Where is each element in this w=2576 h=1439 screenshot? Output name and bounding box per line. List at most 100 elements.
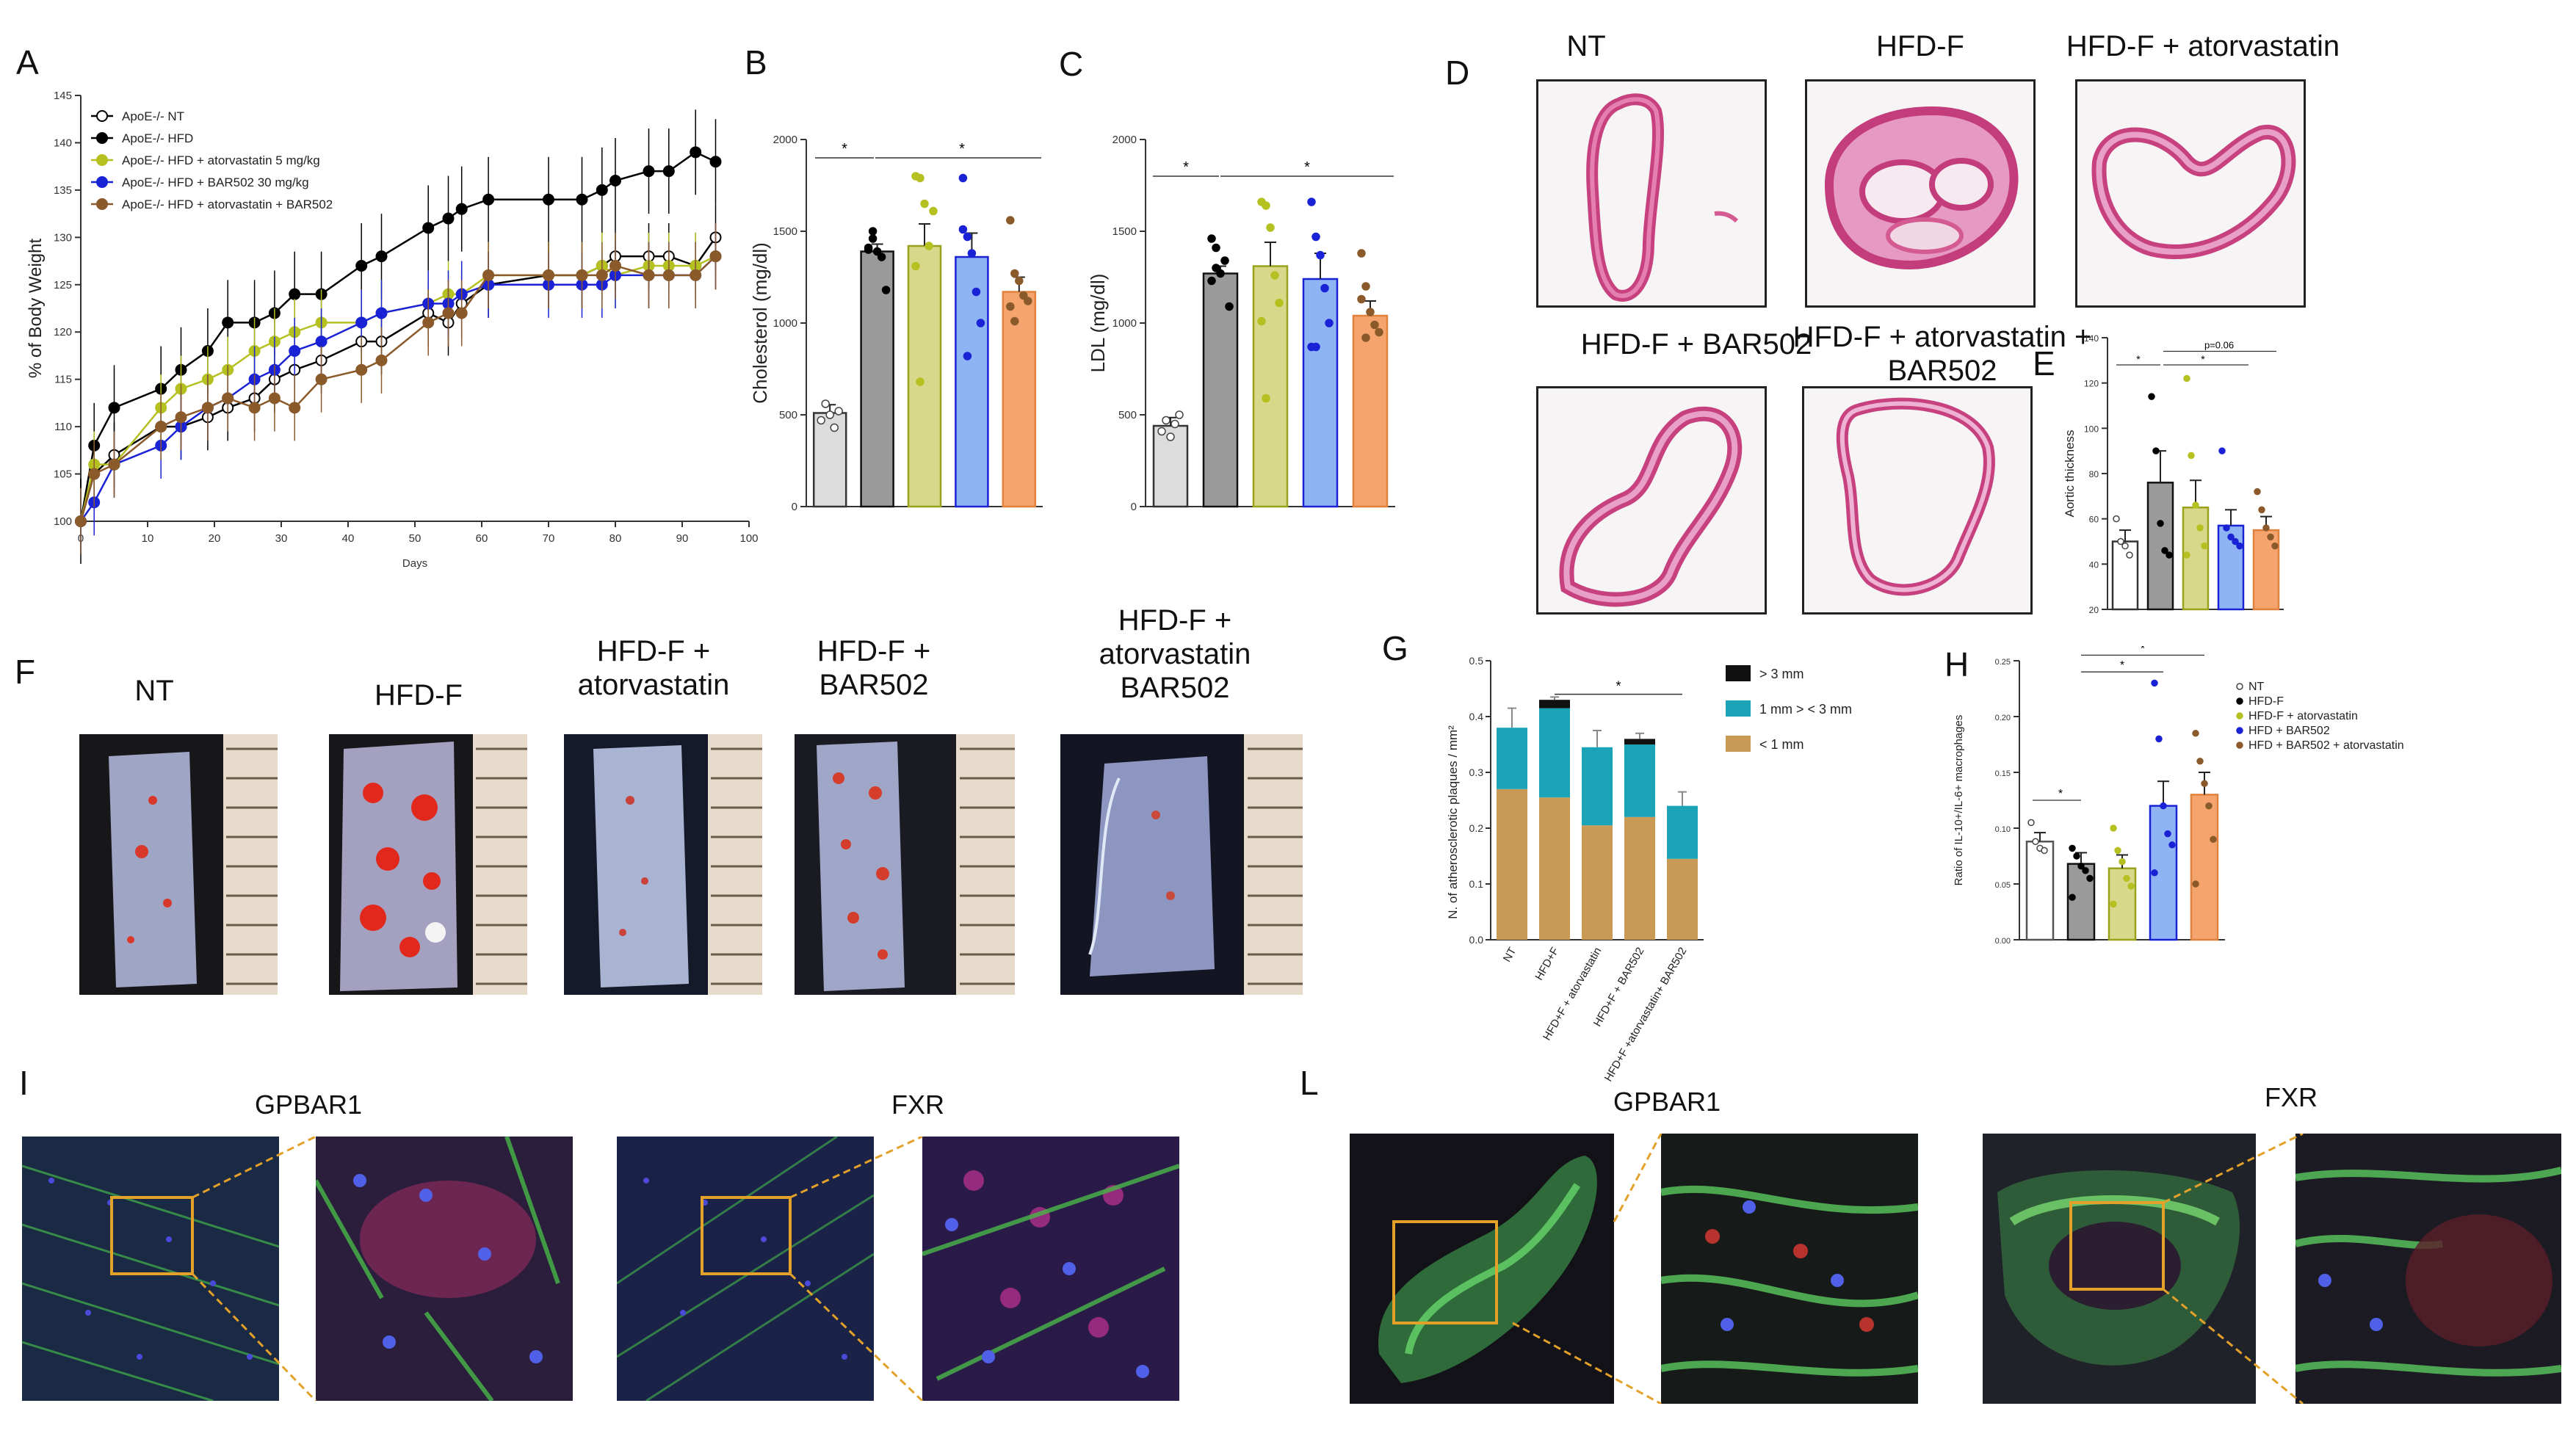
g-y-tick-label: 0.1 bbox=[1469, 878, 1484, 890]
svgE-y-tick-label: 60 bbox=[2089, 515, 2099, 525]
histology-nt bbox=[1536, 79, 1767, 308]
svgH-data-point bbox=[2086, 874, 2094, 882]
svgB-data-point bbox=[963, 232, 972, 242]
svgH-data-point bbox=[2119, 858, 2126, 866]
a-y-tick-label: 130 bbox=[54, 231, 72, 244]
h-legend-label: HFD + BAR502 + atorvastatin bbox=[2248, 739, 2404, 752]
svgE-bar bbox=[2252, 529, 2280, 611]
svgB-data-point bbox=[821, 399, 830, 408]
svgB-data-point bbox=[877, 253, 886, 261]
svgC-data-point bbox=[1320, 283, 1329, 293]
a-x-tick-label: 70 bbox=[543, 532, 555, 545]
g-legend-label: < 1 mm bbox=[1759, 737, 1804, 752]
svgC-data-point bbox=[1357, 294, 1366, 304]
c-sig-star: * bbox=[1183, 159, 1189, 175]
svgC-data-point bbox=[1307, 197, 1316, 206]
svgC-data-point bbox=[1162, 416, 1171, 425]
a-data-point bbox=[175, 411, 187, 424]
svgB-data-point bbox=[1010, 269, 1019, 278]
svgH-data-point bbox=[2127, 882, 2135, 890]
svgC-data-point bbox=[1275, 298, 1284, 308]
a-legend-marker bbox=[96, 154, 108, 166]
svgH-data-point bbox=[2123, 874, 2130, 882]
svgH-data-point bbox=[2077, 862, 2085, 870]
panel-label-g: G bbox=[1382, 629, 1408, 667]
panel-label-h: H bbox=[1944, 645, 1969, 684]
a-data-point bbox=[609, 260, 621, 272]
a-data-point bbox=[442, 212, 455, 225]
g-legend-swatch bbox=[1726, 665, 1751, 681]
svgC-y-tick-label: 0 bbox=[1131, 501, 1137, 513]
svgE-data-point bbox=[2192, 501, 2199, 509]
h-sig-star: * bbox=[2058, 788, 2063, 800]
a-data-point bbox=[596, 269, 608, 281]
a-data-point bbox=[88, 468, 101, 480]
g-stack-segment bbox=[1539, 708, 1570, 798]
a-y-tick-label: 100 bbox=[54, 515, 72, 528]
aorta-photo-hfd bbox=[329, 734, 527, 995]
svgE-y-axis-label: Aortic thickness bbox=[2063, 429, 2077, 517]
svgC-data-point bbox=[1375, 327, 1383, 337]
f-title-atorva-bar502: HFD-F + atorvastatin BAR502 bbox=[1099, 604, 1251, 704]
svgB-bar bbox=[1002, 291, 1037, 508]
a-data-point bbox=[201, 402, 214, 414]
a-data-point bbox=[315, 373, 328, 385]
a-data-point bbox=[643, 165, 655, 178]
svgB-data-point bbox=[929, 206, 938, 216]
svgE-y-tick-label: 140 bbox=[2084, 333, 2099, 344]
g-legend-swatch bbox=[1726, 700, 1751, 717]
svgB-y-axis-label: Cholesterol (mg/dl) bbox=[749, 242, 771, 404]
a-legend-marker bbox=[96, 132, 108, 144]
g-y-tick-label: 0.0 bbox=[1469, 934, 1484, 946]
a-legend-marker bbox=[96, 176, 108, 188]
g-stack-segment bbox=[1497, 789, 1527, 940]
if-fxr-zoom bbox=[922, 1137, 1179, 1401]
svgH-data-point bbox=[2201, 780, 2208, 787]
a-data-point bbox=[422, 222, 435, 234]
panel-label-a: A bbox=[16, 43, 39, 81]
a-data-point bbox=[289, 345, 301, 357]
g-y-tick-label: 0.2 bbox=[1469, 822, 1484, 834]
svgB-y-tick-label: 1000 bbox=[773, 317, 797, 330]
a-data-point bbox=[222, 316, 234, 329]
svgC-data-point bbox=[1262, 201, 1270, 210]
a-data-point bbox=[375, 250, 388, 263]
a-legend-label: ApoE-/- HFD + BAR502 30 mg/kg bbox=[122, 175, 309, 189]
a-data-point bbox=[355, 260, 368, 272]
h-legend-label: HFD-F bbox=[2248, 695, 2284, 708]
chart-e-aortic-thickness: 20 40 60 80 100 120 140 Aortic thickness * * p=0.0… bbox=[2063, 333, 2284, 615]
b-sig-star: * bbox=[959, 141, 965, 157]
a-legend-label: ApoE-/- NT bbox=[122, 109, 184, 123]
svgC-y-tick-label: 2000 bbox=[1112, 134, 1137, 146]
svgE-data-point bbox=[2183, 551, 2190, 559]
g-legend-swatch bbox=[1726, 736, 1751, 752]
svgB-data-point bbox=[864, 243, 873, 253]
svgH-data-point bbox=[2082, 867, 2089, 874]
a-legend-marker bbox=[96, 198, 108, 210]
i-label-fxr: FXR bbox=[891, 1090, 944, 1120]
a-x-tick-label: 20 bbox=[209, 532, 221, 545]
a-data-point bbox=[108, 402, 120, 414]
svgH-bar bbox=[2190, 794, 2219, 941]
a-x-tick-label: 10 bbox=[142, 532, 154, 545]
svgH-data-point bbox=[2205, 802, 2213, 810]
svgB-y-tick-label: 0 bbox=[792, 501, 797, 513]
a-data-point bbox=[662, 165, 675, 178]
a-x-tick-label: 40 bbox=[342, 532, 355, 545]
svgH-y-tick-label: 0.25 bbox=[1995, 658, 2011, 667]
svgC-bar bbox=[1352, 314, 1389, 508]
a-data-point bbox=[75, 515, 87, 527]
a-legend-label: ApoE-/- HFD bbox=[122, 131, 193, 145]
svgH-data-point bbox=[2164, 830, 2171, 838]
svgC-data-point bbox=[1166, 432, 1175, 441]
svgH-data-point bbox=[2192, 730, 2199, 737]
a-legend-label: ApoE-/- HFD + atorvastatin 5 mg/kg bbox=[122, 153, 320, 167]
a-data-point bbox=[543, 269, 554, 281]
svgB-data-point bbox=[1019, 291, 1028, 300]
svgE-data-point bbox=[2271, 542, 2279, 550]
svgH-data-point bbox=[2155, 735, 2163, 743]
svgB-data-point bbox=[1024, 297, 1032, 305]
svgC-y-tick-label: 1500 bbox=[1112, 225, 1137, 238]
g-x-tick-label: HFD+F bbox=[1533, 946, 1561, 983]
svgC-bar bbox=[1302, 278, 1339, 508]
